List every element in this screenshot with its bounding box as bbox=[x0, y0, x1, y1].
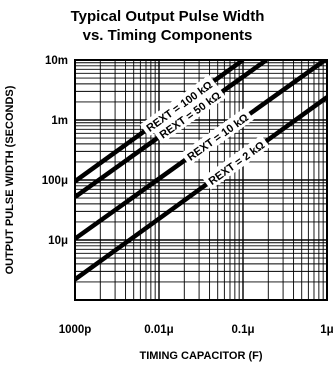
x-tick-labels: 1000p 0.01μ 0.1μ 1μ bbox=[59, 324, 334, 336]
x-tick-label-4: 1μ bbox=[320, 324, 333, 336]
series-label-background bbox=[201, 134, 270, 190]
y-axis-label: OUTPUT PULSE WIDTH (SECONDS) bbox=[4, 85, 16, 274]
plot-frame bbox=[74, 59, 328, 301]
x-tick-label-1: 1000p bbox=[59, 324, 92, 336]
chart-title-line-2: vs. Timing Components bbox=[82, 27, 253, 44]
series-line-4 bbox=[75, 95, 327, 282]
series-label-background bbox=[180, 107, 254, 166]
chart-title-line-1: Typical Output Pulse Width bbox=[70, 8, 265, 25]
y-tick-labels: 10m 1m 100μ 10μ bbox=[42, 55, 68, 247]
x-tick-label-2: 0.01μ bbox=[144, 324, 173, 336]
x-tick-label-3: 0.1μ bbox=[231, 324, 254, 336]
series-label-background bbox=[139, 74, 218, 137]
y-tick-label-4: 10μ bbox=[48, 235, 68, 247]
y-tick-label-3: 100μ bbox=[42, 175, 68, 187]
series-label-background bbox=[152, 85, 227, 144]
y-tick-label-1: 10m bbox=[45, 55, 68, 67]
x-axis-label: TIMING CAPACITOR (F) bbox=[139, 350, 262, 362]
y-tick-label-2: 1m bbox=[51, 115, 68, 127]
